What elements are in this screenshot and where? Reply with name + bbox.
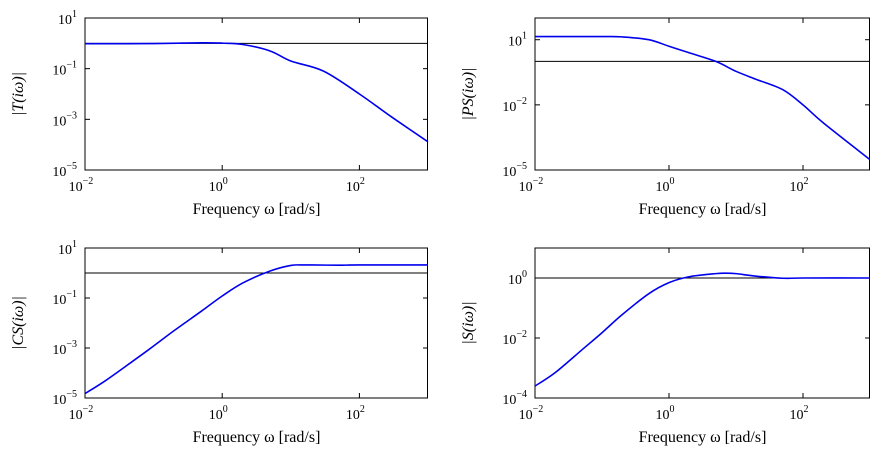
x-tick-label: 100 — [209, 404, 228, 423]
y-tick-label: 100 — [508, 269, 527, 288]
x-tick-label: 10−2 — [69, 176, 94, 195]
y-tick-label: 10−1 — [52, 289, 77, 308]
series-line-1 — [534, 272, 870, 387]
x-tick-label: 102 — [790, 176, 809, 195]
x-axis-label: Frequency ω [rad/s] — [193, 429, 321, 446]
y-tick-label: 10−5 — [52, 161, 77, 180]
x-tick-label: 100 — [656, 176, 675, 195]
plot-frame — [84, 247, 428, 399]
y-tick-label: 10−2 — [502, 96, 527, 115]
series-line-1 — [534, 35, 870, 161]
x-tick-label: 102 — [346, 404, 365, 423]
y-axis-label: |CS(iω)| — [10, 296, 27, 350]
plot-frame — [534, 17, 870, 171]
plot-frame — [84, 17, 428, 171]
plot-frame — [534, 247, 870, 399]
y-tick-label: 10−4 — [502, 389, 527, 408]
y-tick-label: 10−5 — [502, 161, 527, 180]
y-tick-label: 10−2 — [502, 329, 527, 348]
y-axis-label: |T(iω)| — [10, 72, 27, 116]
x-tick-label: 10−2 — [519, 176, 544, 195]
series-line-1 — [84, 41, 429, 143]
y-tick-label: 10−3 — [52, 339, 77, 358]
y-axis-label: |S(iω)| — [460, 301, 477, 344]
chart-panel-3: 10−2 100 102 10−5 10−3 10−1 101 Frequency ω [ra… — [10, 239, 429, 446]
x-tick-label: 102 — [790, 404, 809, 423]
x-axis-label: Frequency ω [rad/s] — [193, 201, 321, 218]
x-tick-label: 100 — [656, 404, 675, 423]
x-tick-label: 102 — [346, 176, 365, 195]
x-tick-label: 10−2 — [69, 404, 94, 423]
y-tick-label: 10−5 — [52, 389, 77, 408]
y-axis-label: |PS(iω)| — [460, 68, 477, 121]
y-tick-label: 10−1 — [52, 60, 77, 79]
chart-panel-1: 10−2 100 102 10−5 10−3 10−1 101 Frequency ω [ra… — [10, 9, 429, 218]
x-axis-label: Frequency ω [rad/s] — [639, 201, 767, 218]
y-tick-label: 101 — [508, 31, 527, 50]
x-axis-label: Frequency ω [rad/s] — [639, 429, 767, 446]
y-tick-label: 101 — [58, 239, 77, 258]
series-line-1 — [84, 264, 429, 395]
y-tick-label: 101 — [58, 9, 77, 28]
x-tick-label: 10−2 — [519, 404, 544, 423]
x-tick-label: 100 — [209, 176, 228, 195]
y-tick-label: 10−3 — [52, 110, 77, 129]
